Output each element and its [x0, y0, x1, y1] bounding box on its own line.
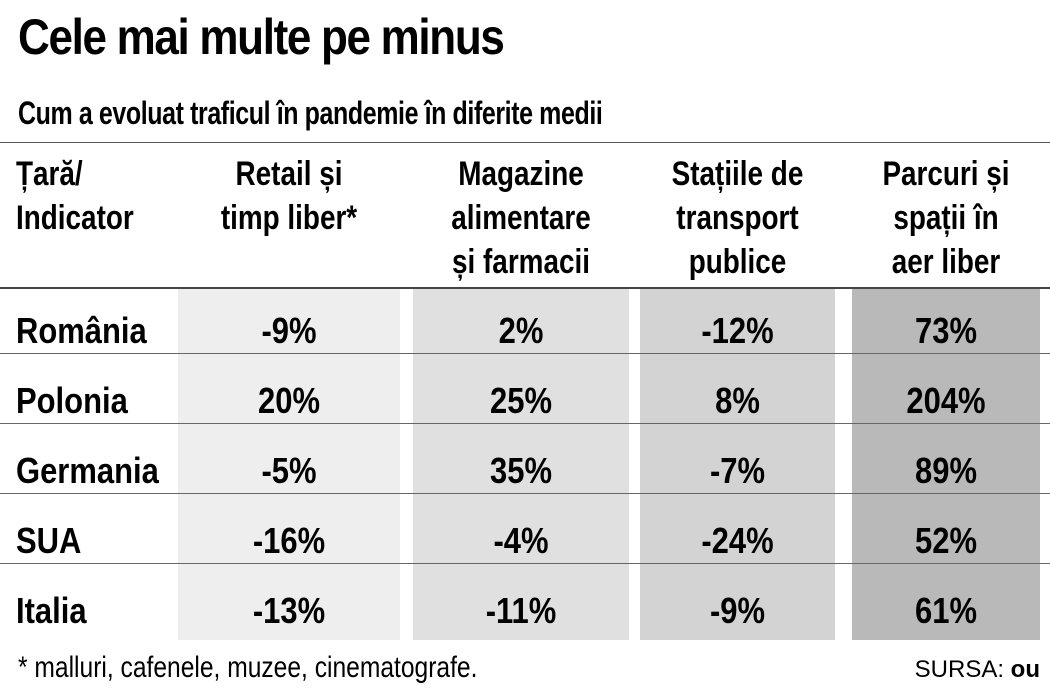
footnote: * malluri, cafenele, muzee, cinematograf…	[18, 651, 478, 684]
table-cell: 52%	[915, 520, 977, 561]
row-divider	[0, 493, 1050, 494]
row-label: Italia	[16, 590, 87, 631]
corner-header-line: Țară/	[16, 155, 83, 193]
table-cell: -24%	[701, 520, 774, 561]
corner-header-line: Indicator	[16, 199, 134, 237]
column-header-line: Retail și	[235, 155, 343, 193]
table-cell: -12%	[701, 310, 774, 351]
row-divider	[0, 423, 1050, 424]
table-cell: -4%	[493, 520, 549, 561]
table-cell: 2%	[498, 310, 544, 351]
table-cell: 25%	[490, 380, 552, 421]
table-cell: 8%	[715, 380, 760, 421]
page-title: Cele mai multe pe minus	[18, 9, 505, 65]
source-credit: SURSA: ou	[915, 654, 1040, 686]
table-cell: -11%	[485, 590, 557, 631]
column-header-line: Magazine	[458, 155, 584, 193]
column-background-grocery	[413, 289, 629, 640]
row-label: Polonia	[16, 380, 128, 421]
column-header-parks: Parcuri și spații în aer liber	[869, 152, 1023, 284]
table-cell: -7%	[709, 450, 766, 491]
column-header-line: Stațiile de	[671, 155, 804, 193]
table-cell: -9%	[709, 590, 766, 631]
column-header-line: spații în	[893, 199, 999, 237]
table-cell: 89%	[915, 450, 977, 491]
column-header-line: și farmacii	[452, 243, 590, 281]
column-header-line: publice	[688, 243, 787, 281]
column-header-line: alimentare	[451, 199, 591, 237]
table-cell: -5%	[261, 450, 317, 491]
column-header-grocery: Magazine alimentare și farmacii	[432, 152, 609, 284]
column-header-line: aer liber	[891, 243, 1001, 281]
row-divider	[0, 353, 1050, 354]
table-cell: -16%	[252, 520, 326, 561]
row-label: România	[16, 310, 147, 351]
table-cell: -9%	[261, 310, 317, 351]
column-header-line: Parcuri și	[882, 155, 1010, 193]
column-header-retail: Retail și timp liber*	[198, 152, 380, 240]
table-cell: 61%	[915, 590, 977, 631]
corner-header: Țară/ Indicator	[16, 152, 134, 240]
row-label: SUA	[16, 520, 82, 561]
column-background-parks	[852, 289, 1040, 640]
table-cell: 204%	[906, 380, 986, 421]
table-cell: 20%	[258, 380, 320, 421]
column-background-transit	[640, 289, 835, 640]
row-divider	[0, 563, 1050, 564]
header-rule	[0, 287, 1050, 289]
column-background-retail	[178, 289, 400, 640]
table-cell: 73%	[915, 310, 977, 351]
column-header-transit: Stațiile de transport publice	[658, 152, 818, 284]
source-logo: ou	[1010, 656, 1040, 683]
table-cell: 35%	[490, 450, 552, 491]
column-header-line: timp liber*	[220, 199, 358, 237]
column-header-line: transport	[676, 199, 799, 237]
row-label: Germania	[16, 450, 159, 491]
page-subtitle: Cum a evoluat traficul în pandemie în di…	[18, 95, 603, 131]
table-cell: -13%	[252, 590, 326, 631]
source-label: SURSA:	[914, 656, 1004, 683]
top-rule	[0, 142, 1050, 143]
